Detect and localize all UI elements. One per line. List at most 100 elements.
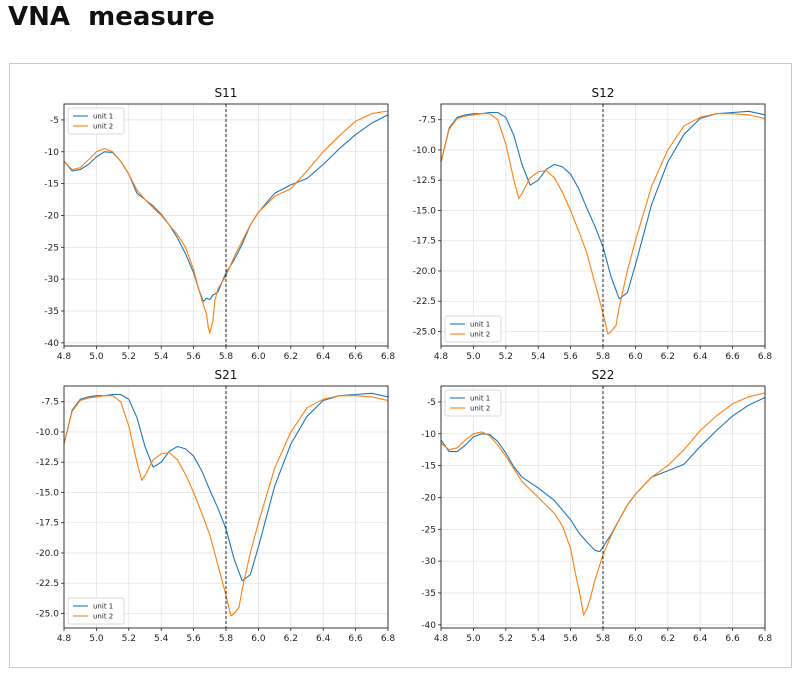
y-tick-label: -15.0	[413, 206, 437, 216]
y-tick-label: -35	[421, 589, 436, 599]
chart-title: S12	[592, 86, 615, 100]
series-line-unit-2	[63, 395, 389, 617]
x-tick-label: 6.6	[725, 352, 740, 362]
x-tick-label: 6.0	[628, 634, 643, 644]
x-tick-label: 5.2	[499, 634, 513, 644]
y-tick-label: -15	[44, 180, 59, 190]
y-tick-label: -7.5	[41, 398, 59, 408]
y-tick-label: -15.0	[36, 488, 60, 498]
x-tick-label: 5.0	[89, 634, 104, 644]
legend: unit 1 unit 2	[67, 107, 125, 135]
x-tick-label: 6.4	[693, 634, 708, 644]
legend-label: unit 2	[470, 331, 490, 339]
x-tick-label: 5.8	[219, 634, 234, 644]
x-tick-label: 6.6	[348, 634, 363, 644]
series-line-unit-2	[440, 113, 766, 335]
y-tick-label: -17.5	[413, 237, 436, 247]
y-tick-label: -7.5	[418, 116, 436, 126]
legend-label: unit 1	[470, 395, 490, 403]
y-tick-label: -30	[421, 557, 436, 567]
series-line-unit-1	[440, 110, 766, 300]
x-tick-label: 5.4	[154, 352, 169, 362]
x-tick-label: 5.2	[122, 352, 136, 362]
y-tick-label: -5	[427, 398, 436, 408]
y-tick-label: -40	[421, 621, 436, 631]
chart-panel-s21: 4.8 5.0 5.2 5.4 5.6 5.8 6.0 6.2 6.4 6.6 6.8 -7.5 -10…	[36, 368, 396, 644]
x-tick-label: 6.2	[284, 634, 298, 644]
x-tick-label: 4.8	[57, 352, 72, 362]
y-tick-label: -20.0	[413, 267, 437, 277]
y-tick-label: -40	[44, 339, 59, 349]
y-tick-label: -30	[44, 275, 59, 285]
y-tick-label: -25.0	[36, 609, 60, 619]
y-tick-label: -20	[44, 211, 59, 221]
legend-label: unit 2	[93, 123, 113, 131]
x-tick-label: 5.8	[219, 352, 234, 362]
y-tick-label: -22.5	[36, 579, 59, 589]
x-tick-label: 5.2	[499, 352, 513, 362]
y-tick-label: -10	[44, 148, 59, 158]
x-tick-label: 5.6	[563, 634, 578, 644]
legend-label: unit 2	[470, 405, 490, 413]
x-tick-label: 4.8	[434, 352, 449, 362]
x-tick-label: 5.6	[563, 352, 578, 362]
x-tick-label: 5.8	[596, 352, 611, 362]
y-tick-label: -10	[421, 430, 436, 440]
x-tick-label: 5.4	[154, 634, 169, 644]
chart-panel-s12: 4.8 5.0 5.2 5.4 5.6 5.8 6.0 6.2 6.4 6.6 6.8 -7.5 -10…	[413, 86, 773, 362]
y-tick-label: -35	[44, 307, 59, 317]
x-tick-label: 6.2	[661, 352, 675, 362]
legend-label: unit 1	[93, 113, 113, 121]
x-tick-label: 5.4	[531, 352, 546, 362]
x-tick-label: 6.6	[348, 352, 363, 362]
x-tick-label: 5.0	[466, 352, 481, 362]
x-tick-label: 5.2	[122, 634, 136, 644]
y-tick-label: -15	[421, 462, 436, 472]
legend-box	[444, 315, 502, 343]
y-tick-label: -20.0	[36, 549, 60, 559]
x-tick-label: 6.2	[284, 352, 298, 362]
x-tick-label: 6.8	[381, 352, 396, 362]
y-tick-label: -22.5	[413, 297, 436, 307]
x-tick-label: 5.6	[186, 352, 201, 362]
legend: unit 1 unit 2	[444, 315, 502, 343]
chart-title: S11	[215, 86, 238, 100]
series-line-unit-1	[63, 392, 389, 582]
y-tick-label: -17.5	[36, 519, 59, 529]
legend-box	[67, 107, 125, 135]
y-tick-label: -10.0	[36, 428, 60, 438]
x-tick-label: 6.6	[725, 634, 740, 644]
y-tick-label: -10.0	[413, 146, 437, 156]
x-tick-label: 6.8	[381, 634, 396, 644]
y-tick-label: -20	[421, 493, 436, 503]
x-tick-label: 6.8	[758, 352, 773, 362]
y-tick-label: -25.0	[413, 327, 437, 337]
series-line-unit-2	[440, 392, 766, 616]
page-title: VNA measure	[8, 2, 215, 32]
x-tick-label: 4.8	[57, 634, 72, 644]
series-line-unit-1	[440, 397, 766, 553]
x-tick-label: 6.0	[251, 352, 266, 362]
x-tick-label: 5.4	[531, 634, 546, 644]
y-tick-label: -12.5	[413, 176, 436, 186]
chart-panel-s22: 4.8 5.0 5.2 5.4 5.6 5.8 6.0 6.2 6.4 6.6 6.8 -5 -10 -1…	[421, 368, 772, 644]
x-tick-label: 5.8	[596, 634, 611, 644]
legend-label: unit 2	[93, 613, 113, 621]
x-tick-label: 6.0	[628, 352, 643, 362]
legend-box	[67, 597, 125, 625]
legend: unit 1 unit 2	[67, 597, 125, 625]
x-tick-label: 4.8	[434, 634, 449, 644]
x-tick-label: 5.0	[466, 634, 481, 644]
x-tick-label: 6.8	[758, 634, 773, 644]
x-tick-label: 5.0	[89, 352, 104, 362]
x-tick-label: 6.4	[693, 352, 708, 362]
y-tick-label: -12.5	[36, 458, 59, 468]
legend-label: unit 1	[470, 321, 490, 329]
x-tick-label: 6.2	[661, 634, 675, 644]
legend: unit 1 unit 2	[444, 389, 502, 417]
x-tick-label: 5.6	[186, 634, 201, 644]
y-tick-label: -5	[50, 116, 59, 126]
legend-label: unit 1	[93, 603, 113, 611]
x-tick-label: 6.4	[316, 352, 331, 362]
x-tick-label: 6.4	[316, 634, 331, 644]
